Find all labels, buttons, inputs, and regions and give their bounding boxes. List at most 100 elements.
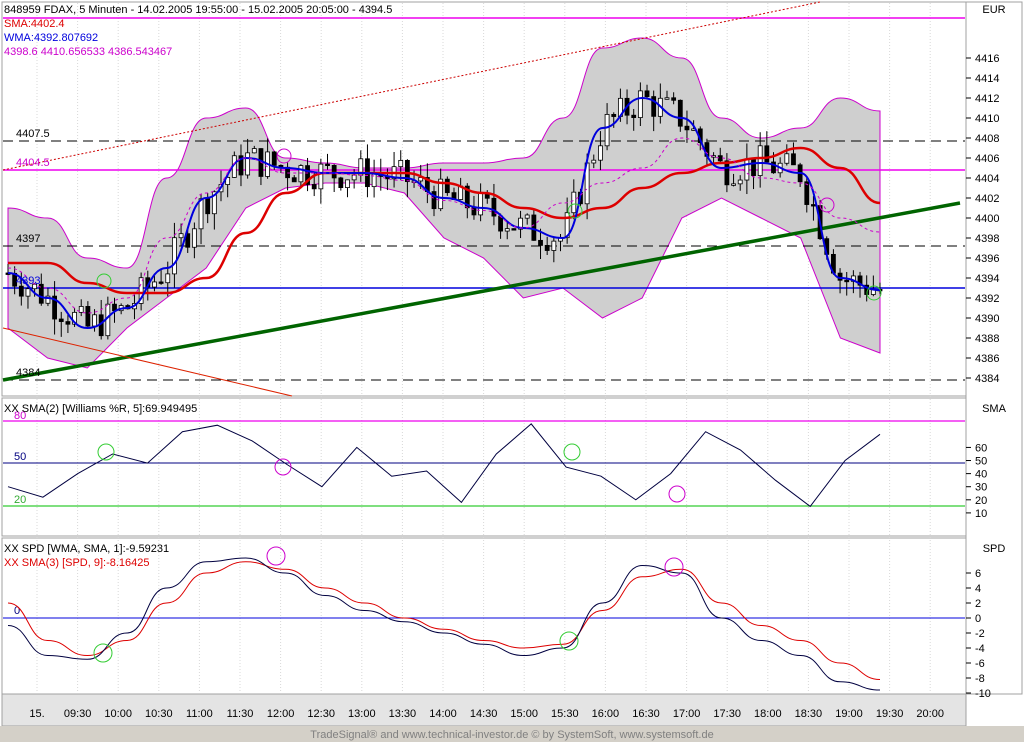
candle-down: [325, 163, 330, 167]
williams-tick-label: 40: [975, 469, 987, 481]
candle-down: [185, 233, 191, 248]
price-tick-label: 4394: [975, 273, 999, 285]
price-tick-label: 4384: [975, 373, 999, 385]
candle-down: [311, 184, 317, 190]
candle-down: [531, 214, 537, 241]
candle-down: [271, 151, 277, 166]
candle-down: [305, 165, 310, 185]
signal-circles-williams: [97, 443, 686, 503]
sma-line: [8, 146, 881, 295]
wma-line: [7, 96, 881, 330]
candle-up: [438, 178, 444, 210]
candle-up: [25, 288, 31, 297]
williams-label-20: 20: [14, 494, 26, 506]
candle-up: [637, 90, 643, 118]
candle-down: [338, 177, 344, 188]
time-label: 20:00: [916, 708, 944, 720]
candle-down: [444, 178, 450, 194]
spd-axis-ticks: -10 -8 -6 -4 -2 0 2 4 6: [966, 568, 991, 700]
level-label-4404-5: 4404.5: [16, 157, 50, 169]
candle-down: [464, 185, 470, 209]
time-label: 09:30: [64, 708, 92, 720]
candle-up: [318, 163, 324, 190]
footer-bar: [0, 726, 1024, 742]
price-axis-ticks: 4384 4386 4388 4390 4392 4394 4396 4398 4400 4402…: [966, 53, 999, 385]
candle-down: [511, 228, 517, 231]
spd-line: [7, 557, 881, 691]
spd-tick-label: -10: [975, 688, 991, 700]
time-label: 12:30: [307, 708, 335, 720]
williams-tick-label: 20: [975, 495, 987, 507]
time-label: 15:30: [551, 708, 579, 720]
williams-tick-label: 10: [975, 508, 987, 520]
candle-up: [152, 281, 157, 288]
horizontal-levels: [3, 17, 965, 381]
candle-up: [198, 198, 204, 230]
williams-label-80: 80: [14, 410, 26, 422]
candle-up: [178, 233, 184, 239]
candle-down: [631, 114, 637, 118]
buy-signal-circle: [97, 443, 115, 461]
sell-signal-circle: [664, 557, 684, 577]
candle-up: [504, 228, 510, 232]
sell-signal-circle: [276, 148, 292, 164]
price-tick-label: 4390: [975, 313, 999, 325]
candle-down: [331, 165, 337, 179]
williams-unit-label: SMA: [982, 403, 1007, 415]
price-tick-label: 4400: [975, 213, 999, 225]
time-label: 11:00: [186, 708, 213, 720]
time-label: 13:30: [389, 708, 417, 720]
candle-down: [18, 285, 24, 297]
level-label-4407-5: 4407.5: [16, 128, 50, 140]
candle-up: [744, 158, 750, 181]
time-label: 14:30: [470, 708, 498, 720]
candle-up: [225, 177, 231, 185]
candle-up: [172, 237, 177, 275]
candle-up: [45, 295, 51, 304]
candle-down: [651, 96, 657, 117]
candle-up: [138, 277, 144, 304]
candle-up: [92, 314, 97, 327]
candle-down: [238, 155, 244, 176]
candle-down: [611, 114, 617, 117]
buy-signal-circle: [866, 285, 882, 301]
price-tick-label: 4408: [975, 133, 999, 145]
level-label-4384: 4384: [16, 367, 40, 379]
candle-up: [165, 273, 171, 284]
level-label-4393: 4393: [16, 275, 40, 287]
candle-up: [664, 97, 670, 100]
candle-up: [518, 217, 523, 230]
williams-label-50: 50: [14, 451, 26, 463]
time-label: 13:00: [348, 708, 376, 720]
price-tick-label: 4396: [975, 253, 999, 265]
candle-up: [757, 145, 763, 177]
dashed-average-line: [7, 137, 881, 314]
candle-down: [404, 159, 410, 183]
candle-down: [205, 198, 211, 215]
buy-signal-circle: [559, 631, 579, 651]
candle-up: [251, 148, 257, 154]
dotted-upper-trendline: [2, 1, 821, 171]
williams-title: XX SMA(2) [Williams %R, 5]:69.949495: [4, 403, 197, 415]
candle-down: [431, 191, 437, 210]
price-tick-label: 4416: [975, 53, 999, 65]
candle-down: [65, 321, 71, 325]
footer-credit: TradeSignal® and www.technical-investor.…: [310, 729, 713, 741]
price-tick-label: 4398: [975, 233, 999, 245]
spd-tick-label: 0: [975, 613, 981, 625]
candle-down: [684, 125, 690, 131]
bollinger-bands: [7, 37, 881, 369]
candle-down: [544, 244, 550, 251]
candle-up: [78, 306, 84, 313]
candle-up: [564, 212, 570, 239]
level-label-4397: 4397: [16, 233, 40, 245]
candle-down: [38, 283, 44, 304]
sell-signal-circle: [668, 485, 686, 503]
williams-tick-label: 50: [975, 456, 987, 468]
williams-line: [7, 423, 881, 508]
moving-averages: [7, 96, 881, 330]
spd-tick-label: 2: [975, 598, 981, 610]
buy-signal-circle: [563, 443, 581, 461]
candle-up: [351, 174, 357, 181]
